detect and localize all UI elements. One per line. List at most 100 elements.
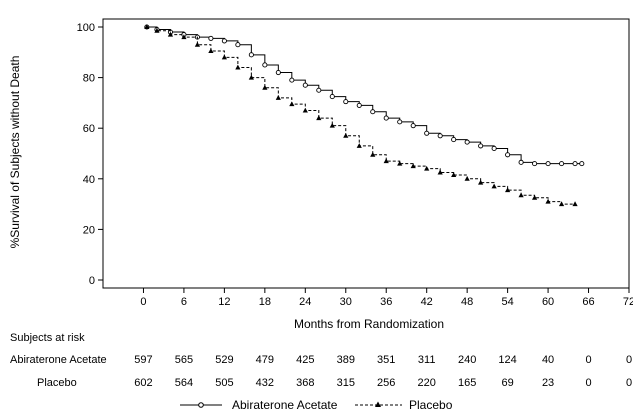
risk-value-placebo: 432 xyxy=(256,377,274,389)
data-point-placebo xyxy=(505,187,511,193)
data-point-abiraterone xyxy=(208,35,214,41)
x-tick-label: 18 xyxy=(259,296,271,308)
data-point-abiraterone xyxy=(478,143,484,149)
x-tick-label: 42 xyxy=(421,296,433,308)
risk-value-placebo: 505 xyxy=(215,377,233,389)
data-point-placebo xyxy=(518,192,524,198)
y-axis-label: %Survival of Subjects without Death xyxy=(8,56,22,249)
series-line-placebo xyxy=(146,26,576,205)
x-tick-label: 60 xyxy=(542,296,554,308)
data-point-placebo xyxy=(370,151,376,157)
x-tick-label: 72 xyxy=(623,296,633,308)
risk-value-placebo: 23 xyxy=(542,377,554,389)
plot-frame xyxy=(102,18,630,289)
data-point-placebo xyxy=(181,34,187,40)
data-point-placebo xyxy=(154,27,160,33)
data-point-placebo xyxy=(464,176,470,181)
data-point-abiraterone xyxy=(329,94,335,100)
legend-label-placebo: Placebo xyxy=(409,398,453,412)
data-point-abiraterone xyxy=(248,52,254,58)
data-point-abiraterone xyxy=(491,145,497,151)
risk-value-abiraterone: 311 xyxy=(418,354,436,366)
data-point-placebo xyxy=(491,183,497,189)
data-point-placebo xyxy=(221,54,227,60)
legend-marker-placebo xyxy=(375,401,381,407)
data-point-abiraterone xyxy=(410,123,416,129)
legend-label-abiraterone: Abiraterone Acetate xyxy=(232,398,338,412)
risk-value-abiraterone: 425 xyxy=(296,354,314,366)
data-point-placebo xyxy=(235,64,241,70)
data-point-placebo xyxy=(302,107,308,113)
risk-value-placebo: 0 xyxy=(585,377,591,389)
data-point-abiraterone xyxy=(302,82,308,88)
data-point-abiraterone xyxy=(316,87,322,93)
risk-row-label-placebo: Placebo xyxy=(37,377,77,389)
legend: Abiraterone Acetate Placebo xyxy=(180,398,453,412)
data-point-placebo xyxy=(356,143,362,148)
data-point-placebo xyxy=(248,74,254,80)
risk-table-title: Subjects at risk xyxy=(10,332,85,344)
data-point-placebo xyxy=(316,115,322,121)
x-axis-label: Months from Randomization xyxy=(294,317,444,331)
risk-value-placebo: 564 xyxy=(175,377,193,389)
data-point-abiraterone xyxy=(451,137,457,143)
data-point-placebo xyxy=(531,194,538,200)
data-point-placebo xyxy=(410,163,416,169)
data-point-placebo xyxy=(545,198,551,204)
data-point-abiraterone xyxy=(559,161,565,167)
data-point-placebo xyxy=(558,201,565,207)
data-point-placebo xyxy=(572,201,578,207)
data-point-placebo xyxy=(289,101,295,107)
y-tick-label: 80 xyxy=(83,73,95,85)
data-point-abiraterone xyxy=(370,109,376,115)
risk-value-abiraterone: 124 xyxy=(498,354,516,366)
data-point-abiraterone xyxy=(343,99,349,105)
data-point-abiraterone xyxy=(505,152,511,158)
risk-value-abiraterone: 597 xyxy=(134,354,152,366)
data-point-abiraterone xyxy=(356,102,362,108)
data-point-abiraterone xyxy=(221,38,227,44)
data-point-abiraterone xyxy=(289,77,295,83)
data-point-abiraterone xyxy=(437,133,443,139)
data-point-abiraterone xyxy=(464,139,470,145)
data-point-abiraterone xyxy=(545,161,551,167)
x-tick-label: 66 xyxy=(582,296,594,308)
risk-value-placebo: 0 xyxy=(626,377,632,389)
risk-value-placebo: 69 xyxy=(501,377,513,389)
data-point-placebo xyxy=(437,169,443,175)
data-point-placebo xyxy=(343,132,349,138)
data-point-abiraterone xyxy=(579,161,585,167)
data-point-abiraterone xyxy=(235,42,241,48)
x-tick-label: 30 xyxy=(340,296,352,308)
x-tick-label: 54 xyxy=(501,296,513,308)
y-tick-label: 0 xyxy=(89,275,95,287)
y-tick-label: 40 xyxy=(83,174,95,186)
y-tick-label: 100 xyxy=(77,22,95,34)
risk-value-abiraterone: 0 xyxy=(626,354,632,366)
risk-value-placebo: 315 xyxy=(337,377,355,389)
data-point-placebo xyxy=(451,172,457,178)
x-tick-label: 6 xyxy=(181,296,187,308)
risk-value-placebo: 256 xyxy=(377,377,395,389)
risk-value-abiraterone: 240 xyxy=(458,354,476,366)
risk-value-abiraterone: 479 xyxy=(256,354,274,366)
data-point-placebo xyxy=(397,160,403,166)
x-tick-label: 48 xyxy=(461,296,473,308)
data-point-placebo xyxy=(208,48,214,54)
data-point-abiraterone xyxy=(518,159,524,165)
data-point-placebo xyxy=(424,165,430,171)
data-point-placebo xyxy=(329,122,335,128)
risk-value-placebo: 165 xyxy=(458,377,476,389)
risk-value-abiraterone: 565 xyxy=(175,354,193,366)
data-point-placebo xyxy=(167,31,174,37)
x-tick-label: 12 xyxy=(218,296,230,308)
data-point-abiraterone xyxy=(572,161,578,167)
data-point-abiraterone xyxy=(397,119,403,125)
data-point-abiraterone xyxy=(262,62,268,68)
data-point-placebo xyxy=(262,84,268,90)
risk-value-placebo: 602 xyxy=(134,377,152,389)
y-tick-label: 20 xyxy=(83,224,95,236)
x-tick-label: 0 xyxy=(140,296,146,308)
